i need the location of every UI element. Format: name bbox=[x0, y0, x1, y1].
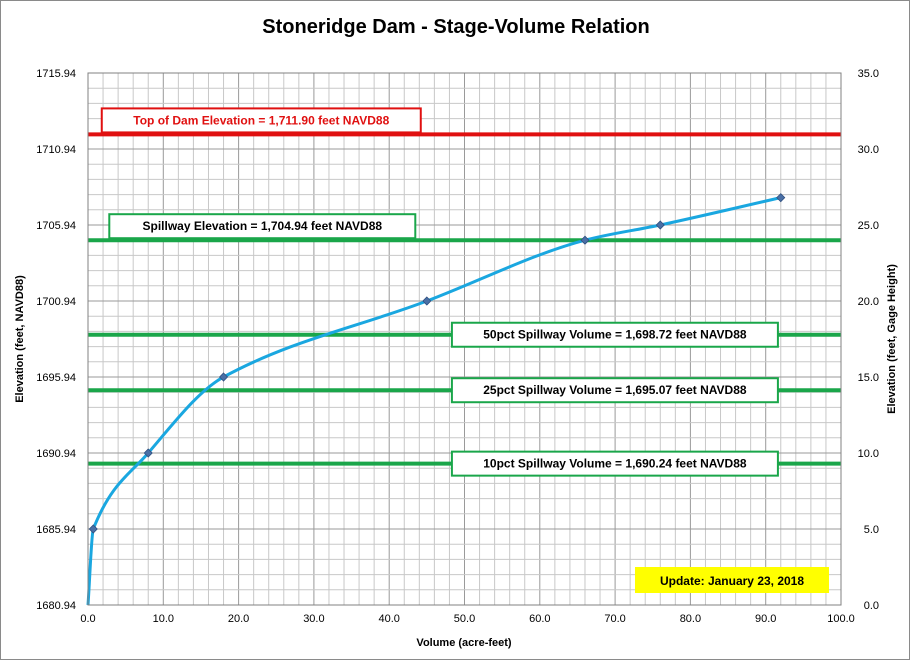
x-axis-title: Volume (acre-feet) bbox=[416, 637, 511, 649]
x-tick-label: 60.0 bbox=[529, 613, 550, 625]
x-tick-label: 0.0 bbox=[80, 613, 95, 625]
x-tick-label: 20.0 bbox=[228, 613, 249, 625]
y-tick-label: 1700.94 bbox=[36, 296, 76, 308]
y2-tick-label: 20.0 bbox=[858, 296, 879, 308]
y2-tick-label: 5.0 bbox=[864, 524, 879, 536]
reference-label-box bbox=[100, 107, 422, 134]
annotations: Top of Dam Elevation = 1,711.90 feet NAV… bbox=[100, 107, 829, 593]
reference-label: 50pct Spillway Volume = 1,698.72 feet NA… bbox=[483, 328, 747, 342]
reference-label-box bbox=[108, 213, 417, 240]
y2-axis-title: Elevation (feet, Gage Height) bbox=[886, 264, 898, 414]
y2-tick-label: 0.0 bbox=[864, 600, 879, 612]
y-tick-label: 1680.94 bbox=[36, 600, 76, 612]
x-tick-label: 80.0 bbox=[680, 613, 701, 625]
reference-label-box bbox=[450, 377, 779, 404]
y-tick-label: 1715.94 bbox=[36, 68, 76, 80]
y-tick-label: 1685.94 bbox=[36, 524, 76, 536]
data-point-marker bbox=[776, 193, 786, 203]
data-point-marker bbox=[422, 296, 432, 306]
series-line bbox=[86, 196, 782, 606]
y2-tick-label: 25.0 bbox=[858, 220, 879, 232]
y2-tick-label: 35.0 bbox=[858, 68, 879, 80]
y-tick-label: 1705.94 bbox=[36, 220, 76, 232]
data-point-marker bbox=[143, 448, 153, 458]
y2-tick-label: 30.0 bbox=[858, 144, 879, 156]
chart-title: Stoneridge Dam - Stage-Volume Relation bbox=[262, 16, 649, 38]
reference-label: Spillway Elevation = 1,704.94 feet NAVD8… bbox=[143, 219, 383, 233]
reference-label: 25pct Spillway Volume = 1,695.07 feet NA… bbox=[483, 383, 747, 397]
update-note: Update: January 23, 2018 bbox=[660, 574, 804, 588]
x-tick-label: 100.0 bbox=[827, 613, 855, 625]
grid bbox=[88, 73, 841, 605]
x-tick-label: 70.0 bbox=[604, 613, 625, 625]
data-point-marker bbox=[88, 524, 98, 534]
series-layer bbox=[86, 193, 786, 606]
x-tick-label: 90.0 bbox=[755, 613, 776, 625]
plot-border bbox=[87, 72, 842, 606]
data-point-marker bbox=[218, 372, 229, 382]
y-tick-label: 1695.94 bbox=[36, 372, 76, 384]
y-tick-label: 1690.94 bbox=[36, 448, 76, 460]
y2-tick-label: 10.0 bbox=[858, 448, 879, 460]
tick-labels: 0.0 10.0 20.0 30.0 40.0 50.0 60.0 70.0 80.0 90.0 1… bbox=[36, 68, 879, 625]
reference-label-box bbox=[450, 321, 779, 348]
data-point-marker bbox=[580, 235, 590, 245]
reference-label: Top of Dam Elevation = 1,711.90 feet NAV… bbox=[133, 113, 389, 127]
y2-tick-label: 15.0 bbox=[858, 372, 879, 384]
y-axis-title: Elevation (feet, NAVD88) bbox=[14, 275, 26, 403]
x-tick-label: 40.0 bbox=[378, 613, 399, 625]
x-tick-label: 50.0 bbox=[454, 613, 475, 625]
data-point-marker bbox=[655, 220, 665, 230]
update-note-box bbox=[635, 567, 829, 593]
reference-label: 10pct Spillway Volume = 1,690.24 feet NA… bbox=[483, 457, 747, 471]
x-tick-label: 30.0 bbox=[303, 613, 324, 625]
reference-label-box bbox=[450, 450, 779, 477]
y-tick-label: 1710.94 bbox=[36, 144, 76, 156]
x-tick-label: 10.0 bbox=[153, 613, 174, 625]
